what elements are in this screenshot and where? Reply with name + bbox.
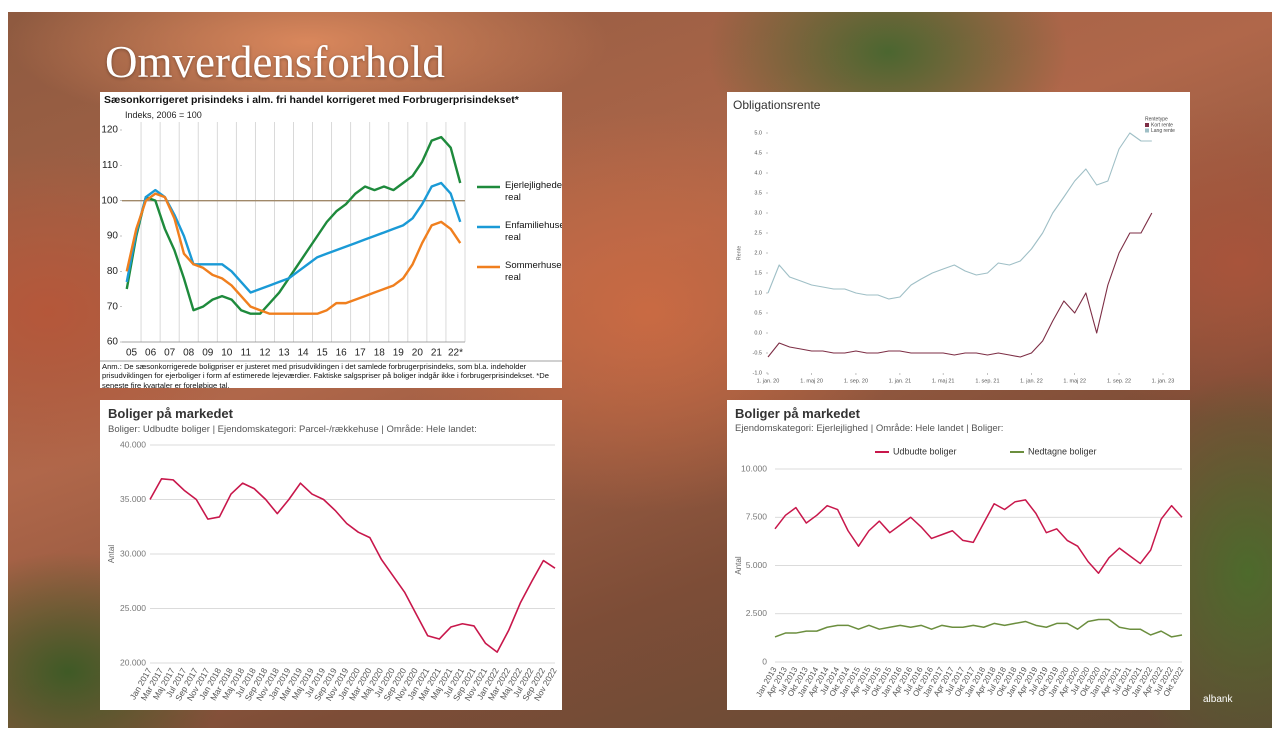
y-tick-label: 2.500 [746, 608, 768, 618]
x-tick-label: 1. jan. 23 [1152, 378, 1175, 384]
y-tick-label: 90 [107, 231, 119, 242]
series-line [125, 135, 462, 315]
series-line [774, 499, 1183, 574]
slide-title: Omverdensforhold [105, 37, 445, 87]
legend-label: Enfamiliehuse, real [505, 220, 562, 243]
x-tick-label: 05 [126, 348, 138, 359]
chart-note: Anm.: De sæsonkorrigerede boligpriser er… [102, 362, 549, 388]
x-tick-label: 17 [355, 348, 367, 359]
series-line [767, 132, 1152, 300]
y-tick-label: 60 [107, 337, 119, 348]
legend-label: Ejerlejligheder, real [505, 180, 562, 203]
chart-subtitle: Boliger: Udbudte boliger | Ejendomskateg… [108, 424, 477, 435]
x-tick-label: 08 [183, 348, 195, 359]
chart: 60 70 80 90 100 110 120 05 06 07 08 09 10 11 12 13 14 15 1… [100, 122, 562, 362]
y-tick-label: 100 [101, 195, 118, 206]
y-tick-label: 110 [102, 160, 118, 171]
chart-subtitle: Indeks, 2006 = 100 [125, 110, 202, 120]
x-tick-label: 1. maj 20 [800, 378, 823, 384]
legend-title: Rentetype [1145, 116, 1168, 122]
y-axis-label: Antal [107, 545, 116, 563]
y-tick-label: 5.0 [754, 130, 762, 136]
y-tick-label: 1.0 [754, 290, 762, 296]
y-tick-label: 2.5 [754, 230, 762, 236]
series-line [125, 181, 462, 294]
x-tick-label: 1. maj 21 [932, 378, 955, 384]
x-tick-label: 1. jan. 20 [757, 378, 780, 384]
y-tick-label: 7.500 [746, 512, 768, 522]
x-tick-label: 1. jan. 22 [1020, 378, 1043, 384]
y-tick-label: 40.000 [120, 439, 146, 449]
x-tick-label: 1. sep. 20 [844, 378, 868, 384]
y-axis-label: Rente [736, 246, 742, 261]
x-tick-label: 1. sep. 21 [975, 378, 999, 384]
x-tick-label: 19 [393, 348, 405, 359]
x-tick-label: 06 [145, 348, 157, 359]
legend-label: Lang rente [1151, 128, 1175, 134]
y-tick-label: 2.0 [754, 250, 762, 256]
x-tick-label: 10 [221, 348, 233, 359]
y-tick-label: 120 [101, 125, 118, 136]
y-tick-label: -0.5 [753, 350, 762, 356]
x-tick-label: 12 [259, 348, 271, 359]
chart-subtitle: Ejendomskategori: Ejerlejlighed | Område… [735, 423, 1004, 434]
legend-label: Udbudte boliger [893, 446, 957, 456]
x-tick-label: 20 [412, 348, 424, 359]
y-tick-label: 1.5 [754, 270, 762, 276]
y-tick-label: 80 [107, 266, 119, 277]
series-line [774, 618, 1183, 638]
y-tick-label: 0.0 [754, 330, 762, 336]
y-tick-label: 25.000 [120, 603, 146, 613]
x-tick-label: 13 [278, 348, 290, 359]
series-line [125, 192, 462, 315]
legend-swatch [1145, 128, 1149, 133]
x-tick-label: 15 [317, 348, 329, 359]
chart-panel: Rente -1.0 -0.5 0.0 0.5 1.0 1.5 2.0 2.5 3.0 3.5 4.0… [727, 92, 1190, 390]
slide: Omverdensforhold albank 60 70 80 90 100 110 12… [8, 12, 1272, 728]
y-tick-label: 4.5 [754, 150, 762, 156]
y-tick-label: 10.000 [741, 463, 767, 473]
legend-swatch [1145, 123, 1149, 127]
series-line [767, 212, 1153, 358]
y-tick-label: 3.5 [754, 190, 762, 196]
chart-panel: Antal 0 2.500 5.000 7.500 10.000 Jan 2013 Apr 2… [727, 400, 1190, 710]
y-tick-label: 70 [107, 301, 119, 312]
y-tick-label: 0 [762, 656, 767, 666]
y-tick-label: 20.000 [120, 657, 146, 667]
logo-text: albank [1203, 694, 1233, 705]
y-tick-label: 0.5 [754, 310, 762, 316]
x-tick-label: 21 [431, 348, 443, 359]
x-tick-label: 07 [164, 348, 176, 359]
y-tick-label: -1.0 [753, 370, 762, 376]
chart-panel: Antal 20.000 25.000 30.000 35.000 40.000 Jan 2… [100, 400, 562, 710]
chart-title: Obligationsrente [733, 98, 821, 112]
y-axis-label: Antal [734, 556, 743, 574]
legend-label: Nedtagne boliger [1028, 446, 1097, 456]
x-tick-label: 22* [448, 348, 463, 359]
legend-label: Sommerhuse, real [505, 260, 562, 283]
series-line [149, 477, 556, 653]
chart-title: Sæsonkorrigeret prisindeks i alm. fri ha… [104, 94, 519, 106]
x-tick-label: 16 [336, 348, 348, 359]
chart-panel: 60 70 80 90 100 110 120 05 06 07 08 09 10 11 12 13 14 15 1… [100, 92, 562, 388]
x-tick-label: 09 [202, 348, 214, 359]
y-tick-label: 35.000 [120, 494, 146, 504]
y-tick-label: 3.0 [754, 210, 762, 216]
legend-label: Kort rente [1151, 122, 1173, 128]
x-tick-label: 1. jan. 21 [889, 378, 912, 384]
y-tick-label: 5.000 [746, 560, 768, 570]
chart-title: Boliger på markedet [108, 406, 233, 421]
y-tick-label: 4.0 [754, 170, 762, 176]
x-tick-label: 18 [374, 348, 386, 359]
x-tick-label: 1. sep. 22 [1107, 378, 1131, 384]
chart-title: Boliger på markedet [735, 406, 860, 421]
chart: Rente -1.0 -0.5 0.0 0.5 1.0 1.5 2.0 2.5 3.0 3.5 4.0… [736, 116, 1175, 384]
y-tick-label: 30.000 [120, 548, 146, 558]
x-tick-label: 11 [241, 348, 252, 359]
x-tick-label: 14 [297, 348, 309, 359]
x-tick-label: 1. maj 22 [1063, 378, 1086, 384]
